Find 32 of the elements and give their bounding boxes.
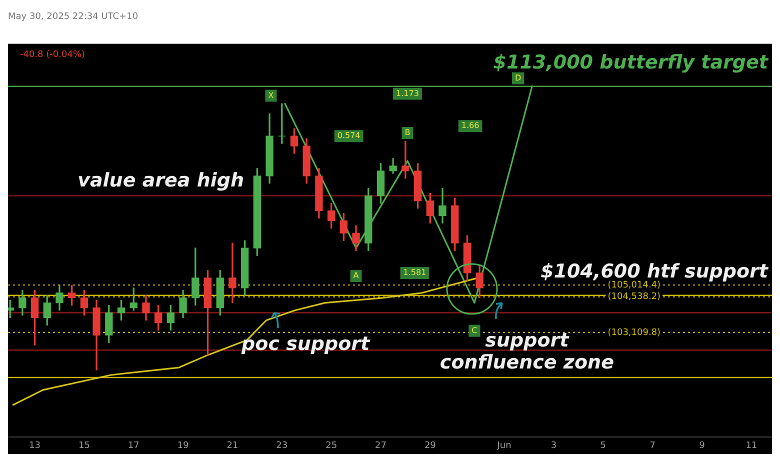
x-tick-label: 27 <box>375 440 386 451</box>
annotation: C <box>472 326 478 335</box>
annotation: value area high <box>78 170 244 192</box>
ref-line-label: (103,109.8) <box>608 328 661 338</box>
ref-line-label: $113,000 butterfly target <box>493 51 769 74</box>
annotation: 1.173 <box>396 88 419 98</box>
annotation: B <box>404 128 410 138</box>
x-tick-label: 11 <box>746 440 758 451</box>
x-tick-label: 9 <box>699 440 706 451</box>
x-tick-label: 17 <box>128 440 140 451</box>
x-tick-label: 21 <box>226 440 238 451</box>
annotation: A <box>353 271 360 280</box>
x-tick-label: 7 <box>650 440 656 451</box>
x-tick-label: 3 <box>550 440 557 451</box>
annotation: D <box>515 73 522 82</box>
x-tick-label: 15 <box>78 440 90 451</box>
x-tick-label: 29 <box>424 440 436 451</box>
ref-line-label: (105,014.4) <box>608 280 661 290</box>
x-tick-label: 19 <box>177 440 190 451</box>
annotation: X <box>268 90 274 100</box>
annotation: poc support <box>240 333 371 356</box>
annotation: -40.8 (-0.04%) <box>20 50 86 60</box>
annotation: 0.574 <box>337 131 360 140</box>
x-tick-label: 25 <box>326 440 338 451</box>
x-tick-label: 23 <box>276 440 288 451</box>
chart-subtitle: May 30, 2025 22:34 UTC+10 <box>8 8 772 44</box>
annotation: 1.66 <box>461 121 480 130</box>
ref-line-label: (104,538.2) <box>608 292 661 302</box>
x-tick-label: Jun <box>496 440 512 451</box>
x-tick-label: 13 <box>29 440 40 451</box>
annotation: 1.581 <box>403 268 426 278</box>
x-tick-label: 5 <box>600 440 606 451</box>
